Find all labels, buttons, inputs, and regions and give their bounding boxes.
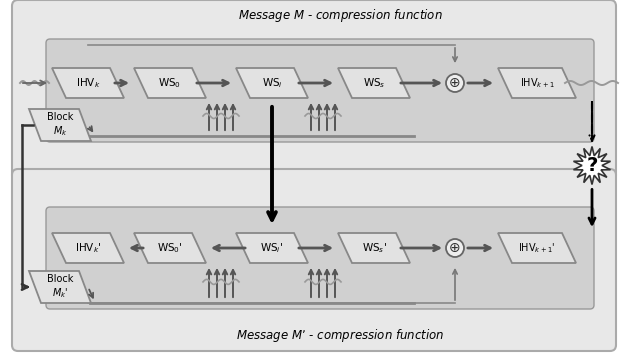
Polygon shape <box>236 233 308 263</box>
Text: WS$_s$': WS$_s$' <box>362 241 387 255</box>
FancyBboxPatch shape <box>46 39 594 142</box>
Text: Block
$M_k$': Block $M_k$' <box>47 274 73 300</box>
Polygon shape <box>573 146 611 185</box>
FancyBboxPatch shape <box>46 207 594 309</box>
Polygon shape <box>498 68 576 98</box>
Text: ⊕: ⊕ <box>449 240 461 255</box>
FancyBboxPatch shape <box>12 0 616 181</box>
Polygon shape <box>338 233 410 263</box>
Text: IHV$_k$': IHV$_k$' <box>75 241 101 255</box>
Text: WS$_0$': WS$_0$' <box>157 241 183 255</box>
Polygon shape <box>134 68 206 98</box>
Polygon shape <box>52 233 124 263</box>
Polygon shape <box>338 68 410 98</box>
Text: Message $M$ - compression function: Message $M$ - compression function <box>237 7 442 24</box>
Text: WS$_s$: WS$_s$ <box>363 76 385 90</box>
Text: Block
$M_k$: Block $M_k$ <box>47 112 73 138</box>
Text: WS$_0$: WS$_0$ <box>159 76 182 90</box>
Circle shape <box>446 239 464 257</box>
Text: IHV$_{k+1}$: IHV$_{k+1}$ <box>520 76 554 90</box>
Text: ?: ? <box>586 156 598 175</box>
Polygon shape <box>29 109 91 141</box>
Text: WS$_i$': WS$_i$' <box>260 241 284 255</box>
Polygon shape <box>29 271 91 303</box>
Circle shape <box>446 74 464 92</box>
Text: WS$_i$: WS$_i$ <box>262 76 282 90</box>
Polygon shape <box>498 233 576 263</box>
Text: IHV$_k$: IHV$_k$ <box>76 76 100 90</box>
FancyBboxPatch shape <box>12 169 616 351</box>
Polygon shape <box>134 233 206 263</box>
Polygon shape <box>236 68 308 98</box>
Text: ⊕: ⊕ <box>449 76 461 90</box>
Text: IHV$_{k+1}$': IHV$_{k+1}$' <box>518 241 556 255</box>
Text: Message $M$’ - compression function: Message $M$’ - compression function <box>236 327 444 343</box>
Polygon shape <box>52 68 124 98</box>
